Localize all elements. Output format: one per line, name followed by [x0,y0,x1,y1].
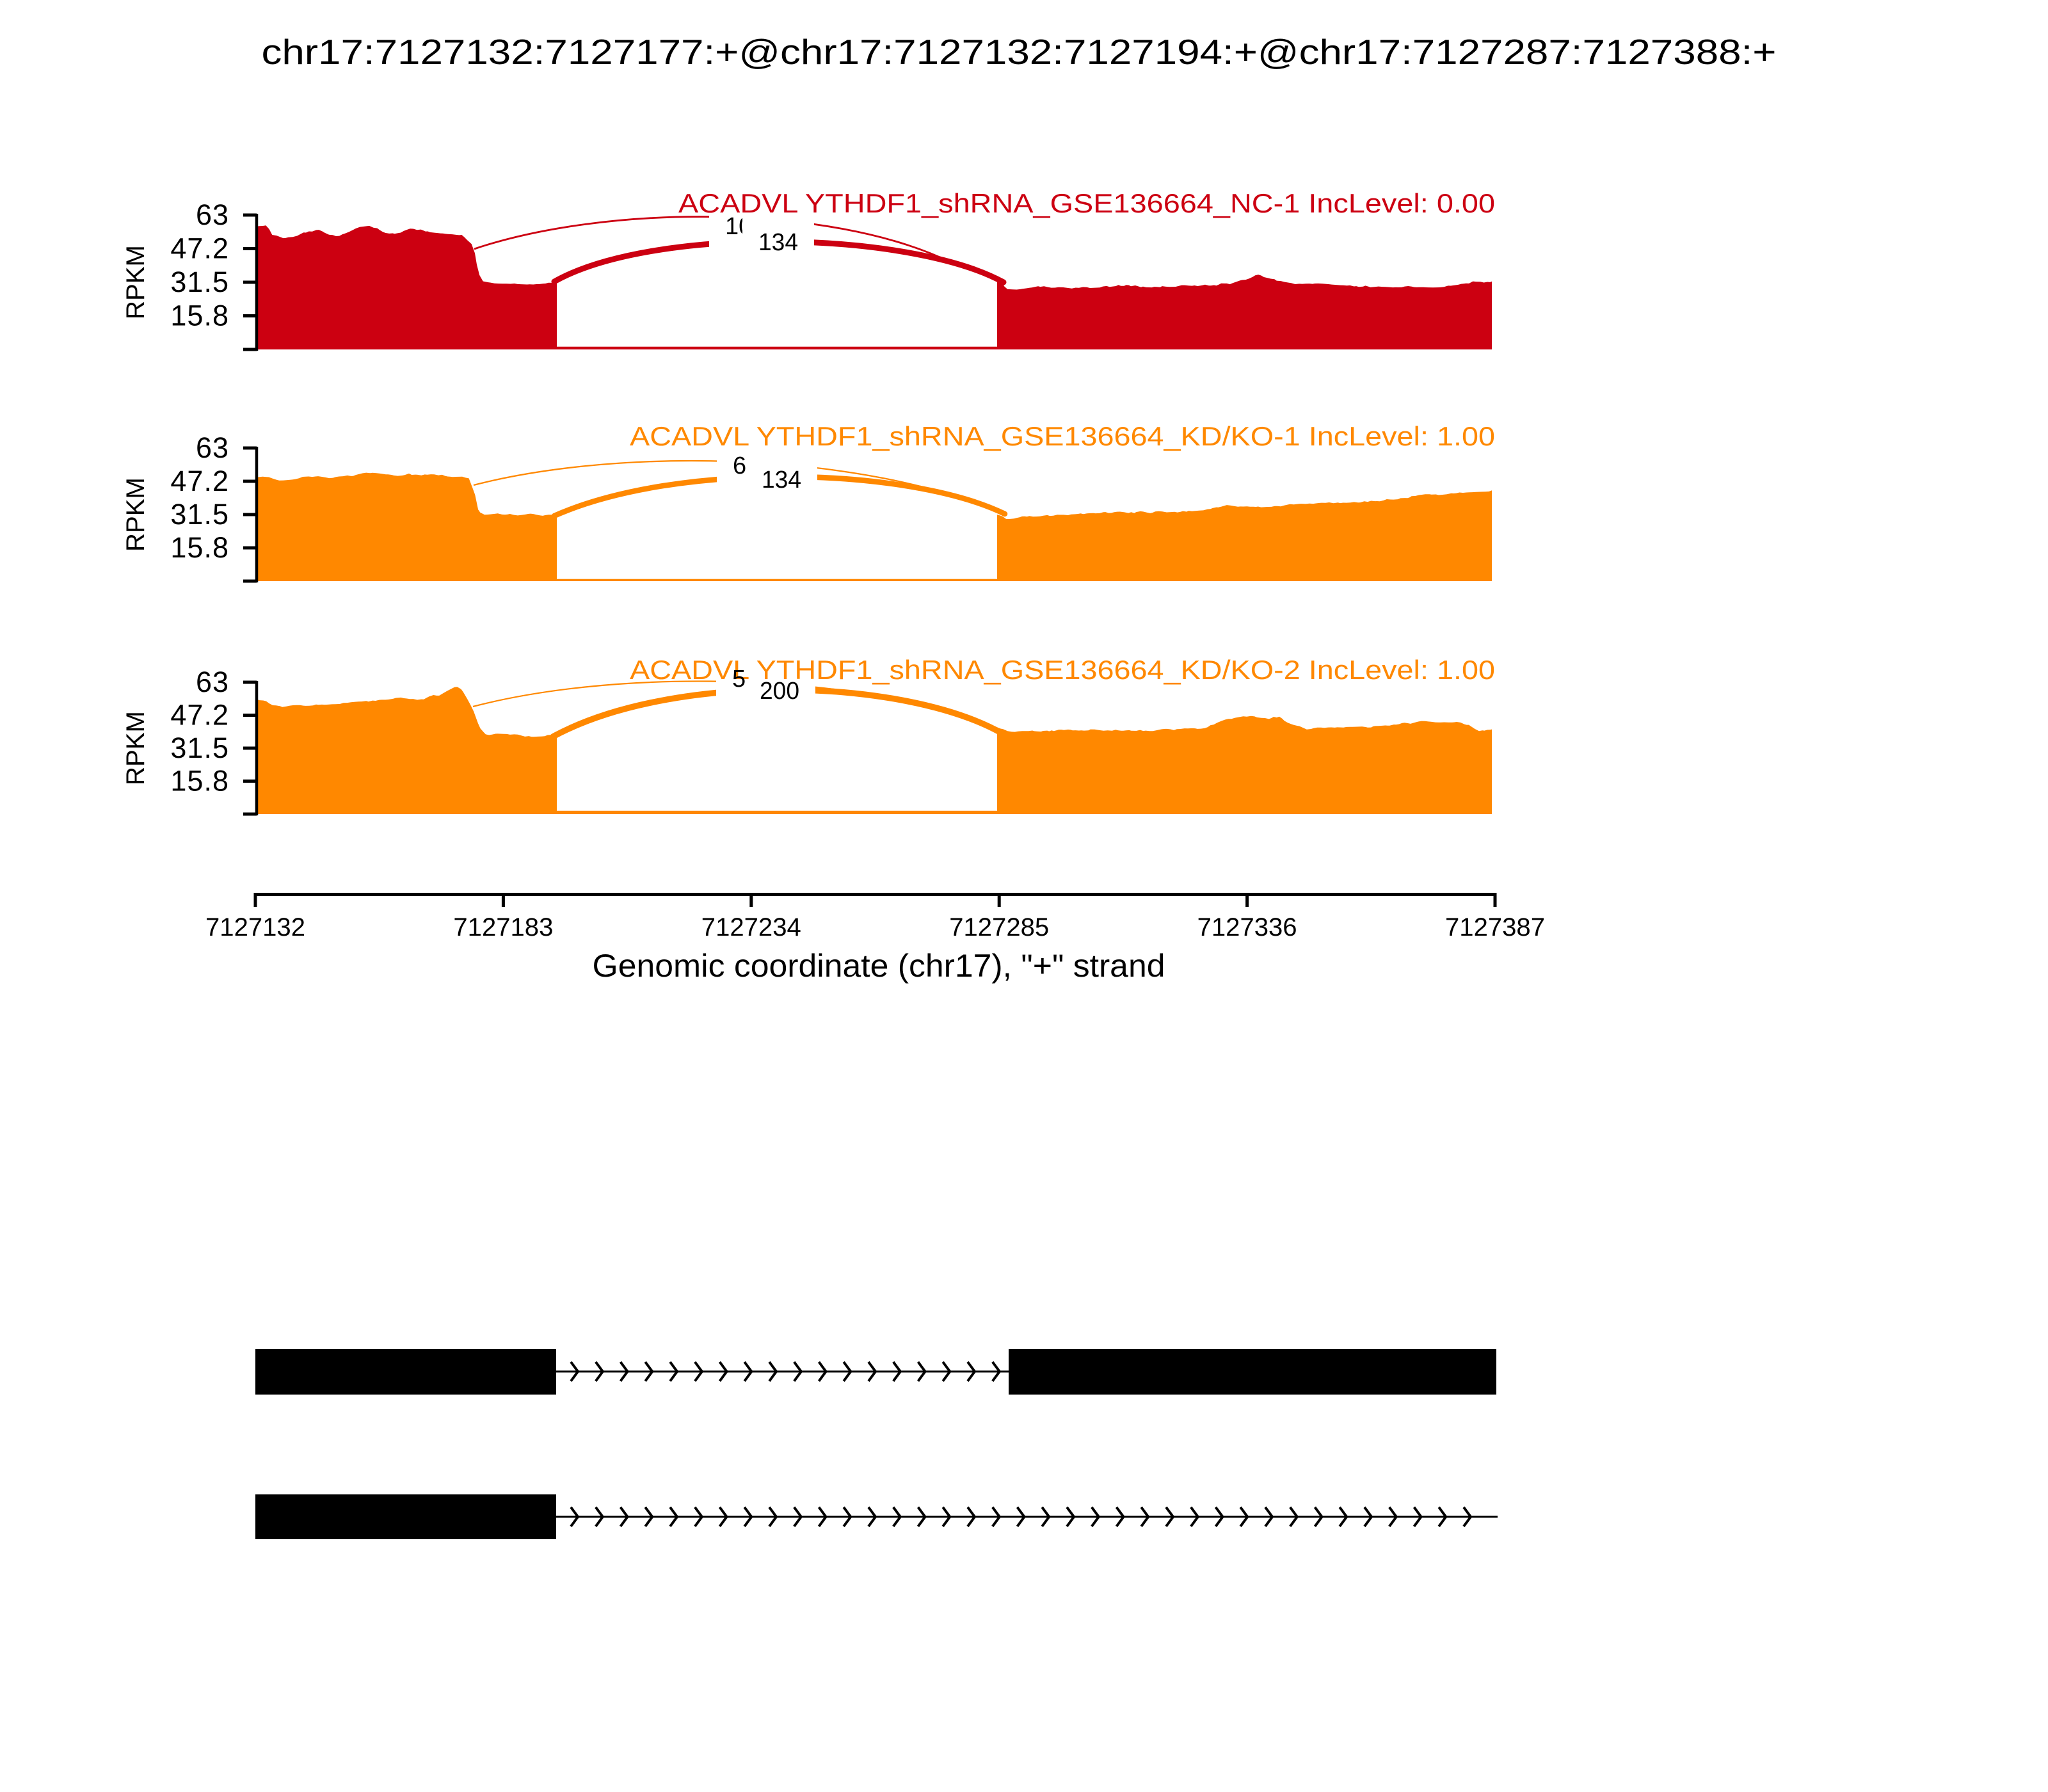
svg-text:63: 63 [196,198,229,231]
svg-text:7127234: 7127234 [701,913,801,941]
svg-text:ACADVL YTHDF1_shRNA_GSE136664_: ACADVL YTHDF1_shRNA_GSE136664_KD/KO-1 In… [630,421,1495,451]
svg-text:47.2: 47.2 [170,232,229,265]
svg-text:7127132: 7127132 [205,913,305,941]
svg-text:Genomic coordinate (chr17), "+: Genomic coordinate (chr17), "+" strand [593,948,1165,984]
svg-text:63: 63 [196,666,229,698]
svg-text:RPKM: RPKM [122,477,150,552]
svg-text:15.8: 15.8 [170,531,229,564]
svg-text:134: 134 [758,229,798,256]
svg-text:ACADVL YTHDF1_shRNA_GSE136664_: ACADVL YTHDF1_shRNA_GSE136664_KD/KO-2 In… [630,655,1495,685]
svg-text:chr17:7127132:7127177:+@chr17:: chr17:7127132:7127177:+@chr17:7127132:71… [262,32,1777,72]
svg-text:7127183: 7127183 [453,913,553,941]
svg-text:47.2: 47.2 [170,699,229,732]
svg-text:6: 6 [733,452,746,479]
svg-text:200: 200 [760,678,799,705]
svg-text:31.5: 31.5 [170,266,229,298]
svg-text:47.2: 47.2 [170,465,229,497]
svg-text:5: 5 [732,666,746,692]
svg-text:31.5: 31.5 [170,498,229,531]
svg-text:ACADVL YTHDF1_shRNA_GSE136664_: ACADVL YTHDF1_shRNA_GSE136664_NC-1 IncLe… [678,188,1495,218]
svg-text:134: 134 [762,467,801,493]
svg-text:15.8: 15.8 [170,765,229,797]
svg-text:RPKM: RPKM [122,711,150,785]
svg-text:7127285: 7127285 [949,913,1049,941]
svg-text:7127387: 7127387 [1445,913,1545,941]
svg-text:63: 63 [196,431,229,464]
svg-text:15.8: 15.8 [170,300,229,332]
svg-text:31.5: 31.5 [170,732,229,764]
svg-text:7127336: 7127336 [1197,913,1297,941]
svg-text:RPKM: RPKM [122,245,150,319]
